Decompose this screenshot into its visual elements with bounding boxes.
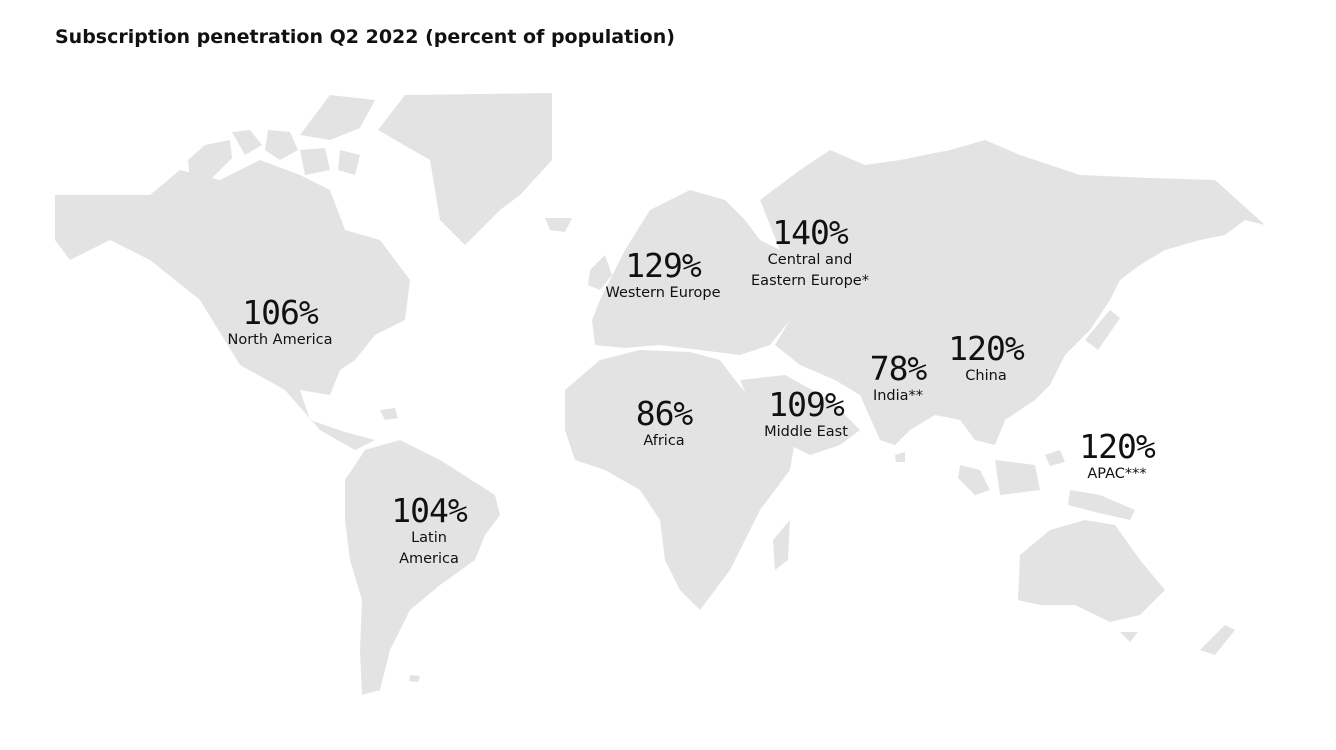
region-label: North America [227, 332, 333, 348]
eurasia-shape [760, 140, 1265, 445]
africa-shape [565, 350, 795, 610]
north-america-shape [55, 160, 410, 450]
region-label: China [965, 368, 1007, 384]
south-america-shape [345, 440, 500, 695]
region-value: 109% [768, 385, 844, 424]
region-label: Central and Eastern Europe* [751, 252, 869, 289]
region-label: Western Europe [605, 285, 721, 301]
region-africa: 86% Africa [635, 394, 694, 452]
region-value: 120% [948, 329, 1024, 368]
region-apac: 120% APAC*** [1079, 427, 1155, 485]
region-value: 120% [1079, 427, 1155, 466]
greenland-shape [378, 93, 552, 245]
region-western-europe: 129% Western Europe [605, 249, 720, 304]
region-latin-america: 104% Latin America [384, 494, 474, 570]
region-china: 120% China [948, 329, 1024, 387]
region-value: 78% [869, 349, 928, 388]
region-value: 106% [242, 293, 318, 332]
europe-shape [592, 190, 790, 355]
region-label: Africa [643, 433, 685, 449]
region-label: APAC*** [1087, 466, 1147, 482]
australia-shape [1018, 520, 1165, 622]
region-value: 104% [391, 491, 467, 530]
region-middle-east: 109% Middle East [764, 388, 848, 443]
region-label: India** [872, 388, 924, 404]
map-title: Subscription penetration Q2 2022 (percen… [55, 26, 675, 48]
region-value: 86% [635, 394, 694, 433]
arctic-islands-shape [300, 95, 375, 140]
region-value: 129% [625, 246, 701, 285]
region-india: 78% India** [869, 349, 928, 407]
region-north-america: 106% North America [228, 296, 333, 351]
region-label: Middle East [764, 424, 848, 440]
region-label: Latin America [399, 530, 459, 567]
region-central-eastern-europe: 140% Central and Eastern Europe* [745, 216, 875, 292]
region-value: 140% [772, 213, 848, 252]
